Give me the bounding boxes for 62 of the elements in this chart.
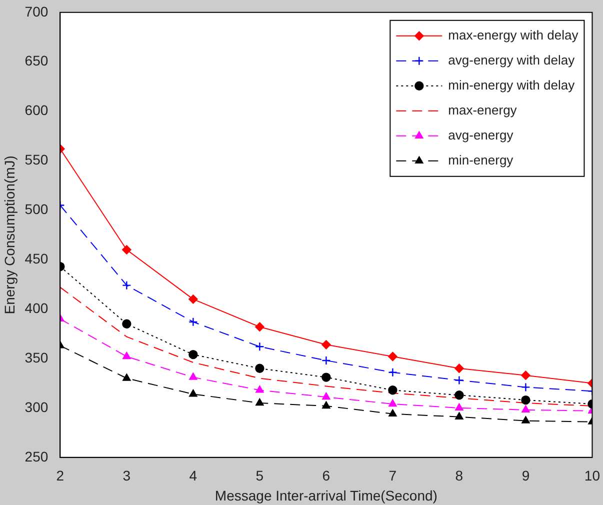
point — [122, 352, 131, 360]
point — [455, 403, 464, 411]
x-tick-label: 8 — [455, 468, 464, 484]
point — [388, 399, 397, 407]
point — [521, 370, 530, 380]
point — [522, 405, 530, 413]
legend-label: avg-energy with delay — [448, 52, 576, 68]
legend-label: min-energy — [448, 152, 514, 168]
x-tick-label: 9 — [522, 468, 530, 484]
point — [322, 356, 331, 366]
point — [521, 395, 530, 405]
point — [122, 245, 132, 254]
point — [122, 374, 131, 381]
y-tick-label: 400 — [24, 300, 48, 316]
point — [122, 319, 132, 328]
point — [322, 401, 330, 409]
y-tick-label: 300 — [24, 398, 48, 415]
point — [255, 364, 264, 373]
point — [188, 317, 198, 327]
y-tick-label: 500 — [24, 201, 48, 218]
x-tick-label: 6 — [322, 468, 330, 484]
point — [189, 390, 198, 397]
y-tick-label: 650 — [24, 52, 48, 69]
point — [255, 322, 264, 332]
point — [256, 386, 264, 393]
point — [322, 372, 331, 382]
x-tick-label: 3 — [122, 468, 131, 484]
legend-label: max-energy — [448, 102, 518, 118]
point — [454, 364, 464, 373]
point — [388, 368, 398, 377]
legend-label: min-energy with delay — [448, 77, 576, 92]
x-tick-label: 5 — [256, 468, 264, 484]
y-tick-label: 550 — [24, 152, 48, 168]
point — [256, 398, 264, 406]
x-tick-label: 2 — [56, 468, 64, 484]
legend-label: avg-energy — [448, 127, 514, 142]
point — [455, 412, 464, 420]
point — [255, 342, 264, 352]
y-tick-label: 350 — [24, 349, 48, 366]
y-axis-title: Energy Consumption(mJ) — [1, 156, 18, 314]
x-tick-label: 10 — [584, 468, 600, 484]
y-tick-label: 250 — [24, 448, 48, 464]
point — [189, 372, 198, 380]
point — [188, 294, 198, 304]
point — [388, 352, 398, 362]
point — [322, 392, 330, 400]
x-tick-label: 4 — [189, 468, 198, 484]
point — [454, 376, 464, 385]
point — [122, 280, 132, 290]
point — [454, 390, 464, 400]
legend-label: max-energy with delay — [448, 27, 579, 42]
y-tick-label: 700 — [24, 3, 48, 20]
point — [322, 340, 331, 350]
y-tick-label: 450 — [24, 250, 48, 266]
point — [388, 386, 398, 395]
y-tick-label: 600 — [24, 102, 48, 118]
point — [188, 350, 198, 360]
point — [522, 416, 530, 424]
point — [388, 409, 397, 416]
x-axis-title: Message Inter-arrival Time(Second) — [214, 487, 438, 504]
point — [521, 382, 530, 392]
x-tick-label: 7 — [388, 468, 397, 484]
